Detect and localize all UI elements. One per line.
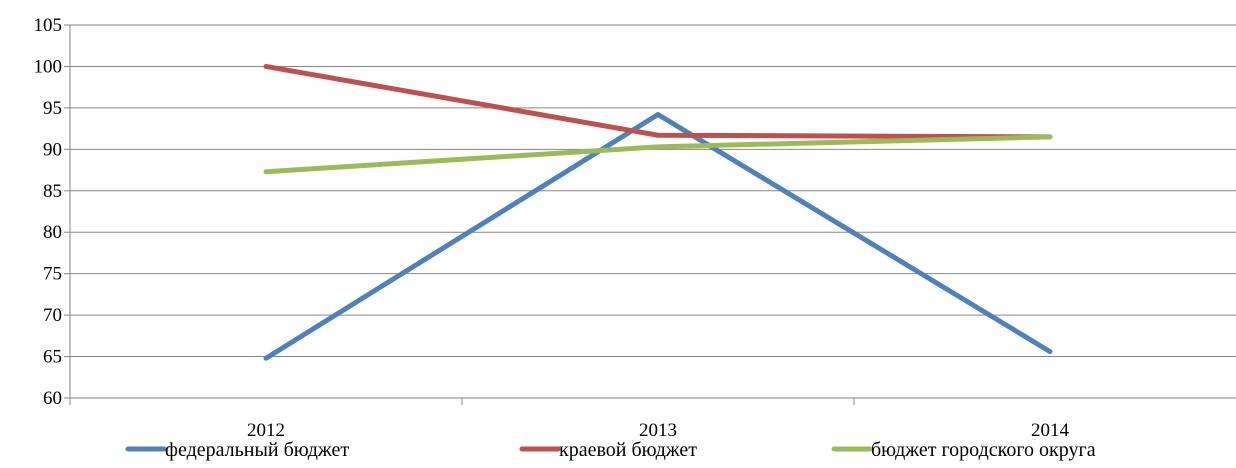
axes (69, 25, 1236, 399)
legend-label: федеральный бюджет (165, 439, 349, 461)
x-axis-ticks: 2012 2013 2014 (69, 398, 1070, 441)
y-tick-label: 100 (34, 56, 63, 77)
y-tick-label: 60 (43, 388, 62, 409)
y-tick-label: 80 (43, 222, 62, 243)
gridlines (70, 24, 1236, 358)
legend-label: краевой бюджет (559, 439, 697, 461)
legend: федеральный бюджет краевой бюджет бюджет г… (125, 439, 1096, 461)
x-tick-label: 2014 (1031, 420, 1070, 441)
y-tick-label: 85 (43, 181, 62, 202)
x-tick-label: 2013 (639, 420, 677, 441)
series-line-0 (263, 112, 1053, 361)
y-tick-label: 95 (43, 98, 62, 119)
series-line-1 (263, 63, 1053, 140)
y-axis-ticks: 60 65 70 75 80 85 90 95 100 105 (34, 15, 70, 409)
series-line-2 (263, 134, 1053, 175)
legend-label: бюджет городского округа (871, 439, 1096, 461)
series-lines (263, 63, 1053, 361)
y-tick-label: 105 (34, 15, 63, 36)
y-tick-label: 70 (43, 305, 62, 326)
y-tick-label: 90 (43, 139, 62, 160)
y-tick-label: 65 (43, 347, 62, 368)
x-tick-label: 2012 (247, 420, 285, 441)
y-tick-label: 75 (43, 264, 62, 285)
